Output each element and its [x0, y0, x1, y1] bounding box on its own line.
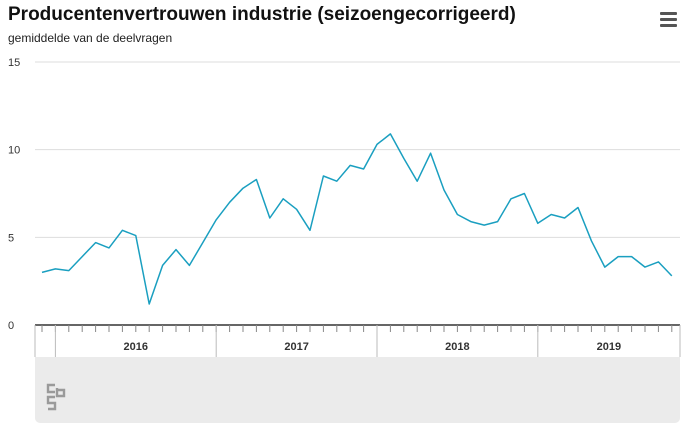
x-year-label: 2018 [445, 341, 469, 353]
y-tick-label: 5 [8, 232, 14, 244]
y-axis-labels: 0 5 10 15 [8, 57, 20, 332]
menu-bar [660, 24, 677, 27]
x-year-label: 2019 [597, 341, 621, 353]
y-tick-label: 0 [8, 320, 14, 332]
cbs-logo-icon [46, 383, 66, 411]
series-line [41, 133, 673, 305]
navigator-area[interactable] [35, 357, 680, 423]
y-tick-label: 10 [8, 145, 20, 157]
y-tick-label: 15 [8, 57, 20, 69]
x-year-label: 2016 [124, 341, 148, 353]
menu-bar [660, 18, 677, 21]
x-axis: 2016 2017 2018 2019 [34, 324, 681, 357]
grid-lines [35, 61, 680, 238]
hamburger-menu-icon[interactable] [656, 9, 682, 31]
chart-title: Producentenvertrouwen industrie (seizoen… [8, 4, 516, 25]
menu-bar [660, 12, 677, 15]
x-year-label: 2017 [284, 341, 308, 353]
chart-subtitle: gemiddelde van de deelvragen [8, 31, 173, 45]
